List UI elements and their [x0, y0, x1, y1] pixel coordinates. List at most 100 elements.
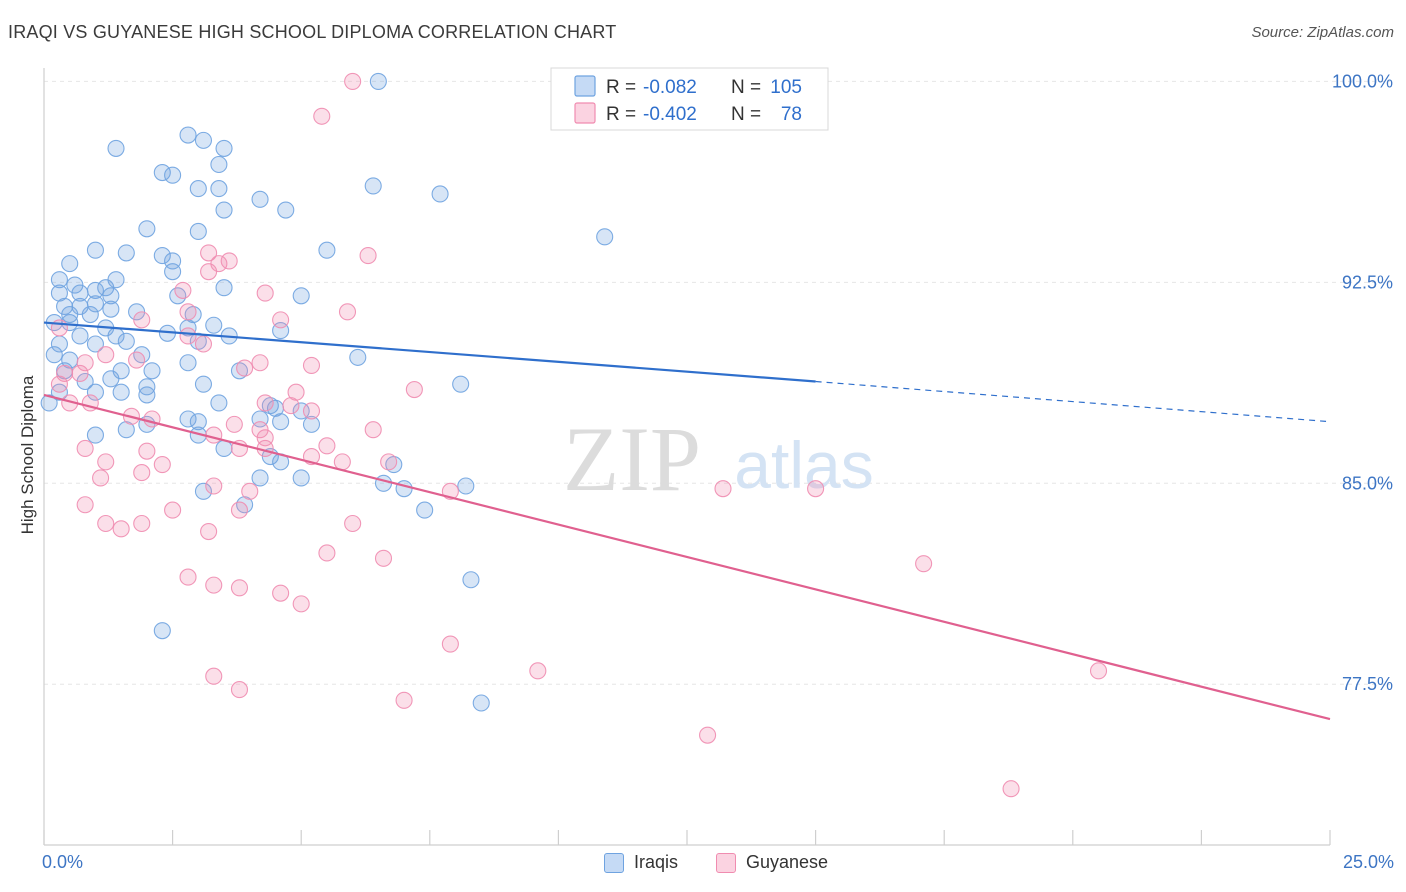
point-guyanese-1 — [313, 107, 331, 125]
source-label: Source: ZipAtlas.com — [1251, 24, 1394, 41]
point-guyanese-49 — [92, 469, 110, 487]
point-iraqis-2 — [194, 131, 213, 149]
point-guyanese-26 — [405, 380, 423, 399]
point-guyanese-2 — [359, 247, 377, 265]
point-iraqis-11 — [431, 185, 449, 203]
point-guyanese-16 — [251, 354, 269, 372]
point-iraqis-95 — [292, 469, 310, 487]
y-tick-label-1: 92.5% — [1342, 272, 1393, 292]
point-iraqis-16 — [189, 222, 207, 241]
point-guyanese-22 — [56, 364, 74, 383]
point-iraqis-68 — [102, 370, 120, 388]
point-iraqis-77 — [210, 394, 228, 412]
legend-r-label-1: R = — [606, 104, 636, 125]
point-guyanese-72 — [441, 635, 459, 653]
legend-label-iraqis: Iraqis — [634, 852, 679, 872]
point-iraqis-48 — [205, 316, 223, 334]
chart-title: IRAQI VS GUYANESE HIGH SCHOOL DIPLOMA CO… — [8, 22, 617, 42]
point-iraqis-71 — [452, 375, 470, 393]
point-iraqis-17 — [596, 228, 614, 246]
point-guyanese-76 — [395, 691, 413, 709]
y-tick-labels: 100.0% 92.5% 85.0% 77.5% — [1332, 71, 1393, 694]
point-guyanese-6 — [200, 263, 218, 281]
point-guyanese-59 — [97, 514, 115, 533]
point-guyanese-40 — [76, 439, 94, 458]
watermark-zip: ZIP — [563, 408, 701, 510]
point-guyanese-74 — [205, 667, 223, 685]
y-axis-label: High School Diploma — [18, 375, 37, 535]
point-iraqis-89 — [86, 426, 104, 444]
point-guyanese-50 — [133, 464, 151, 482]
point-guyanese-30 — [282, 397, 300, 415]
point-iraqis-58 — [45, 346, 63, 364]
point-iraqis-103 — [153, 622, 171, 640]
legend-item-iraqis[interactable]: Iraqis — [604, 852, 678, 873]
point-guyanese-4 — [220, 252, 238, 270]
point-guyanese-69 — [230, 579, 249, 597]
point-guyanese-31 — [302, 402, 321, 420]
gridlines — [44, 80, 1390, 685]
point-guyanese-79 — [1089, 662, 1108, 680]
point-iraqis-1 — [179, 126, 197, 144]
point-iraqis-98 — [457, 477, 475, 495]
point-iraqis-32 — [86, 281, 104, 299]
point-guyanese-23 — [71, 364, 89, 383]
point-guyanese-3 — [200, 244, 218, 262]
point-guyanese-66 — [915, 555, 933, 573]
point-guyanese-7 — [174, 281, 192, 299]
point-iraqis-6 — [153, 163, 171, 182]
point-iraqis-94 — [251, 469, 269, 487]
point-iraqis-43 — [81, 305, 99, 324]
point-iraqis-93 — [385, 456, 403, 474]
point-guyanese-57 — [164, 501, 182, 519]
point-iraqis-21 — [318, 241, 336, 259]
point-iraqis-101 — [416, 501, 434, 519]
point-iraqis-66 — [230, 362, 249, 380]
point-iraqis-12 — [251, 190, 269, 208]
point-guyanese-36 — [364, 421, 382, 439]
point-guyanese-29 — [256, 394, 274, 412]
legend-r-label-0: R = — [606, 77, 636, 98]
point-iraqis-24 — [50, 271, 68, 289]
point-guyanese-9 — [338, 303, 357, 321]
point-guyanese-24 — [50, 375, 68, 393]
point-iraqis-100 — [395, 480, 413, 498]
trend-line-iraqis — [43, 321, 816, 383]
legend-label-guyanese: Guyanese — [746, 852, 829, 872]
point-iraqis-81 — [179, 410, 197, 428]
point-guyanese-8 — [256, 284, 274, 302]
point-iraqis-28 — [164, 263, 182, 281]
watermark-atlas: atlas — [734, 428, 873, 502]
point-iraqis-39 — [102, 300, 120, 318]
point-guyanese-14 — [179, 327, 197, 345]
point-iraqis-18 — [86, 241, 104, 259]
point-iraqis-61 — [179, 354, 197, 372]
point-iraqis-22 — [61, 255, 79, 273]
point-iraqis-78 — [261, 397, 279, 415]
point-guyanese-55 — [807, 480, 825, 498]
legend-item-guyanese[interactable]: Guyanese — [716, 852, 828, 873]
stats-legend: R = -0.082 N = 105 R = -0.402 N = 78 — [550, 67, 829, 131]
point-iraqis-102 — [462, 571, 480, 589]
point-iraqis-80 — [292, 402, 310, 420]
point-iraqis-84 — [272, 413, 290, 431]
point-guyanese-54 — [714, 480, 732, 498]
point-iraqis-60 — [133, 346, 151, 364]
point-iraqis-90 — [215, 439, 233, 458]
point-iraqis-75 — [138, 386, 156, 404]
point-guyanese-20 — [236, 359, 254, 377]
point-guyanese-39 — [318, 437, 336, 455]
point-iraqis-50 — [71, 327, 89, 345]
point-guyanese-75 — [230, 681, 249, 699]
point-guyanese-0 — [344, 72, 362, 90]
point-guyanese-68 — [205, 576, 223, 594]
point-iraqis-97 — [194, 482, 213, 500]
point-guyanese-58 — [230, 501, 249, 519]
point-guyanese-17 — [97, 346, 115, 364]
series-iraqis-points — [40, 72, 614, 712]
point-guyanese-47 — [333, 453, 351, 471]
y-tick-label-2: 85.0% — [1342, 473, 1393, 493]
point-iraqis-15 — [138, 220, 156, 238]
point-guyanese-64 — [318, 544, 336, 562]
